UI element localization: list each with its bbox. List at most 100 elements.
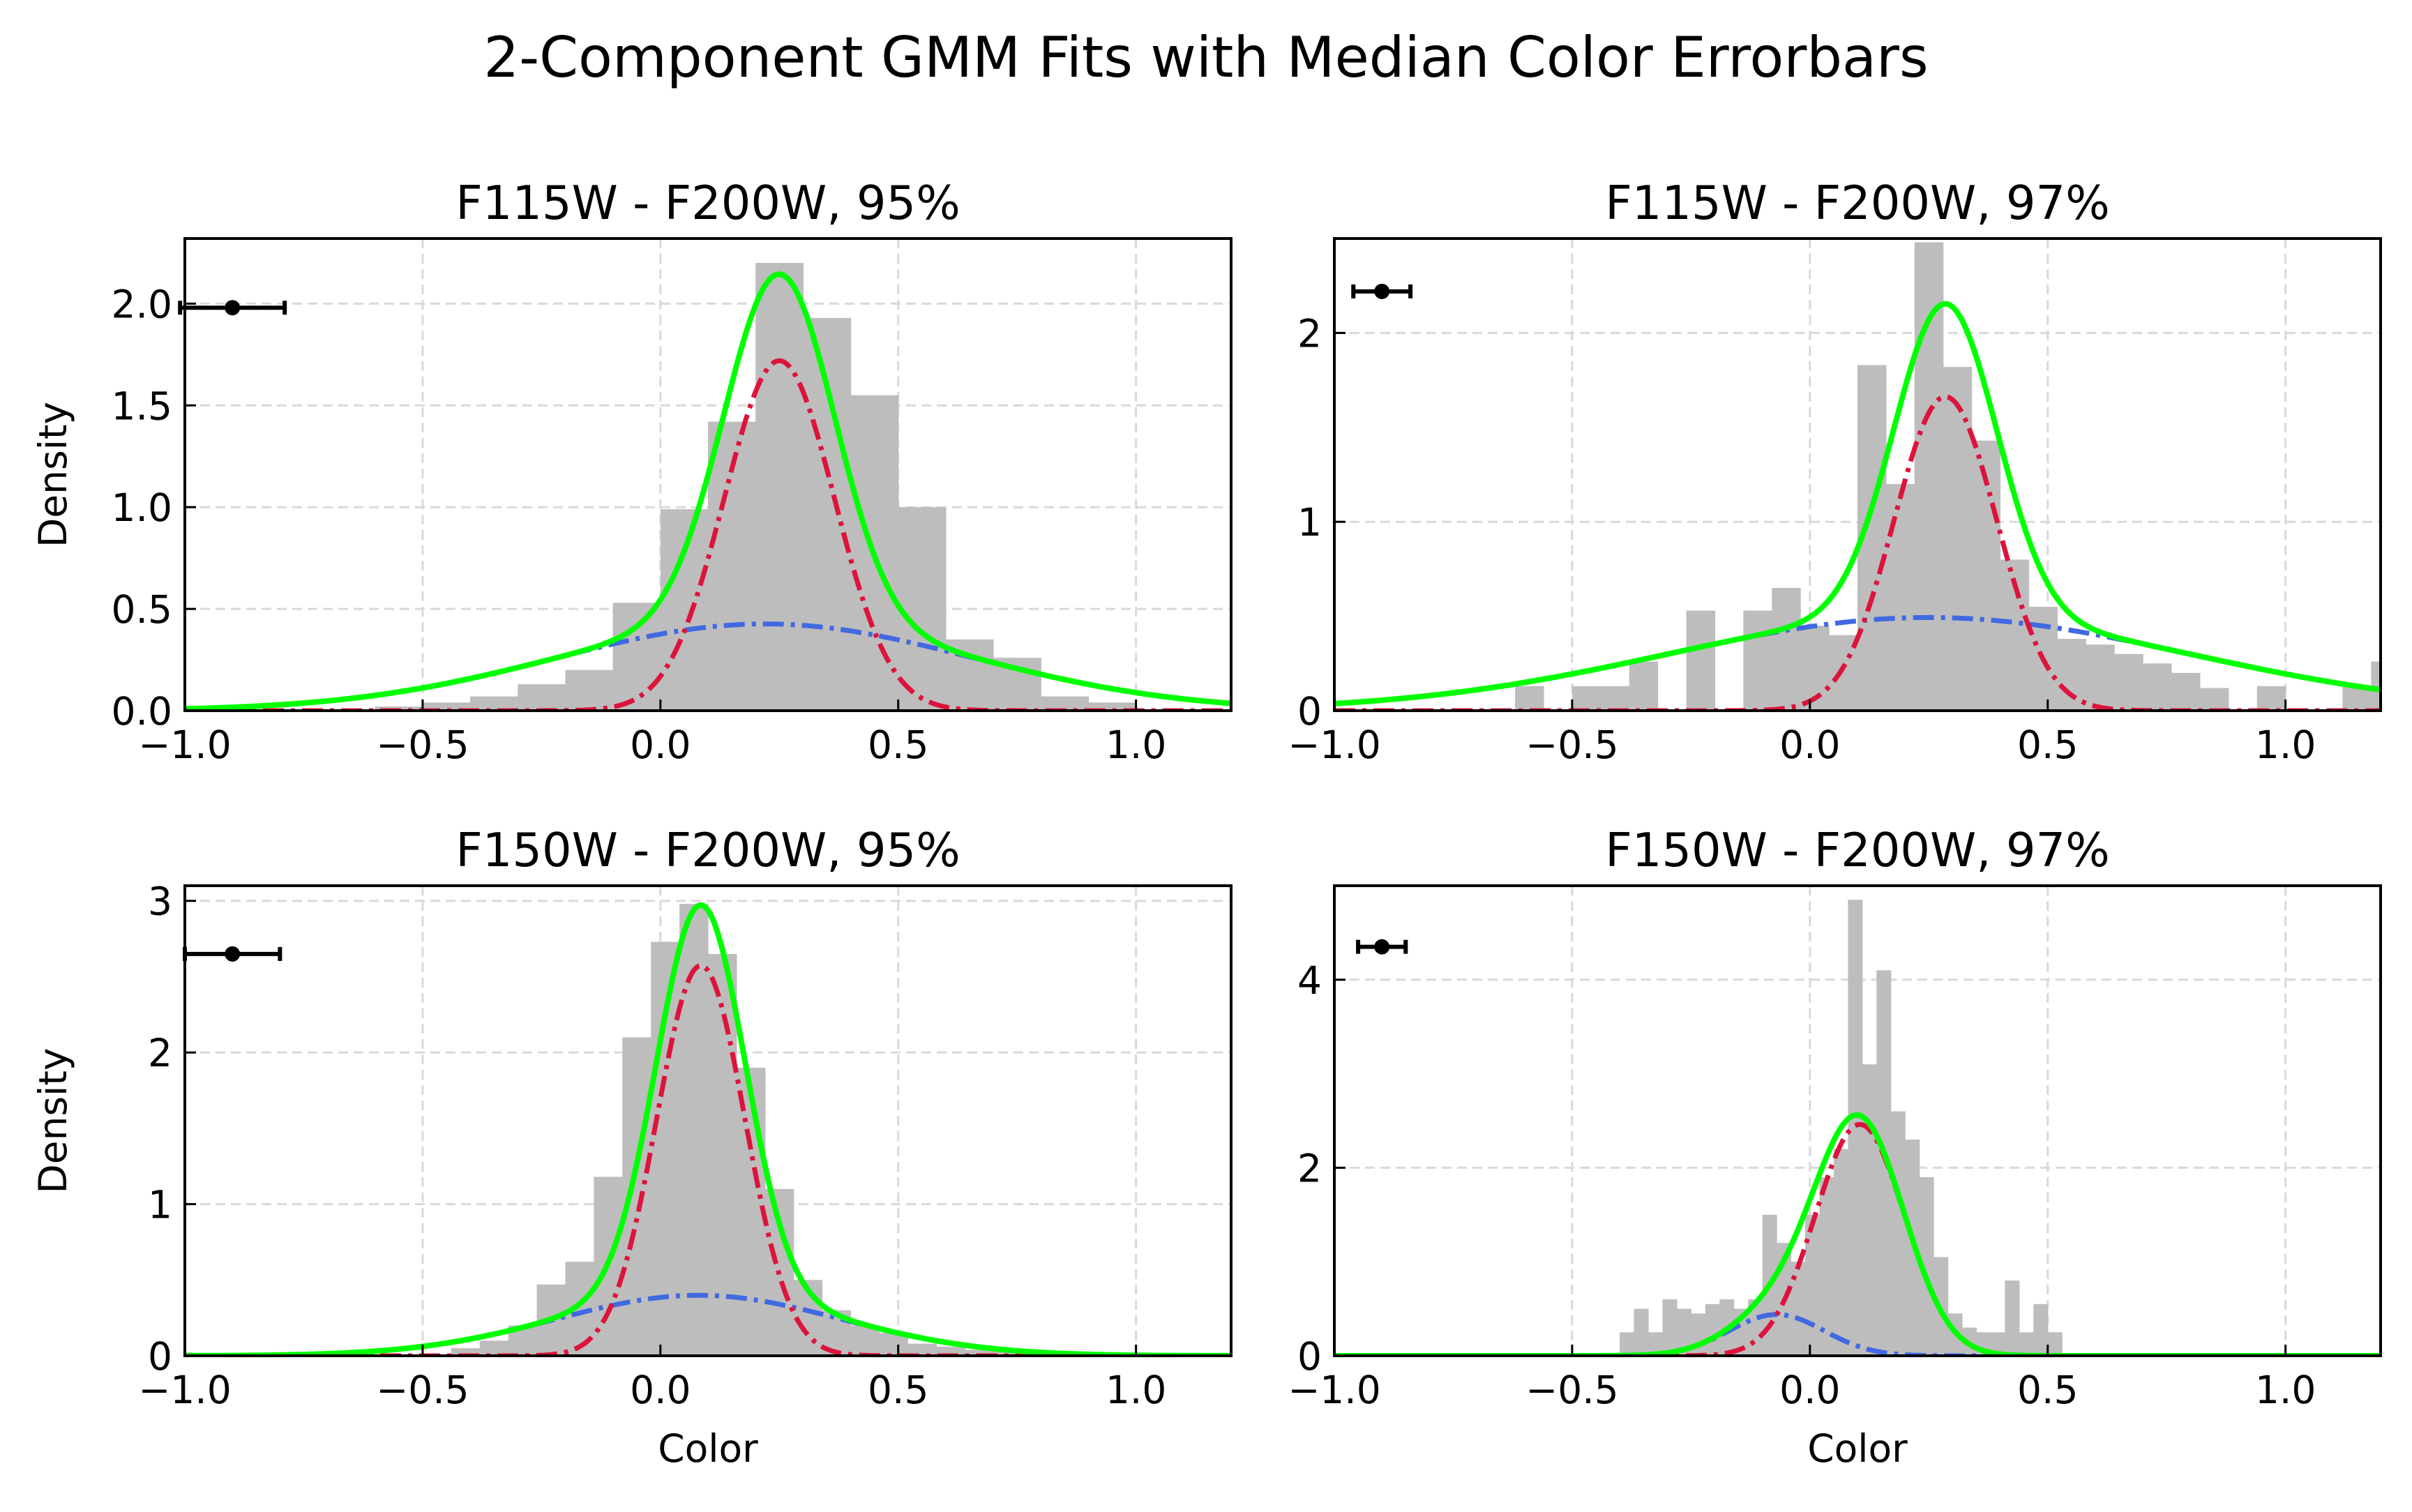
panel-2-hist-bar-0 [1515,686,1544,711]
panel-4-xtick-label-0: −1.0 [1288,1368,1381,1412]
panel-1-hist-bar-2 [470,696,518,711]
panel-1-hist-bar-6 [660,509,709,711]
panel-3-hist-bar-9 [708,953,737,1356]
panel-4-hist-bar-28 [2019,1332,2034,1356]
panel-2-hist-bar-13 [1885,484,1915,711]
panel-2-ytick-label-0: 0 [1297,689,1322,734]
panel-2-hist-bar-26 [2256,686,2286,711]
panel-2-xtick-label-0: −1.0 [1288,723,1381,767]
panel-2-hist-bar-4 [1629,661,1659,711]
panel-2-hist-bar-24 [2199,688,2229,711]
panel-2-narrow-component [1334,394,2381,711]
panel-4-hist-bar-14 [1819,1177,1834,1356]
panel-3-ytick-label-2: 2 [148,1031,172,1075]
panel-2-hist-bar-6 [1686,610,1716,711]
panel-3-frame [183,884,1233,1357]
panel-1-frame [183,237,1233,712]
panel-4-xtick-label-4: 1.0 [2255,1368,2316,1412]
panel-4-hist-bar-2 [1648,1332,1664,1356]
panel-4-ytick-label-1: 2 [1297,1146,1322,1190]
panel-2-total-fit [1334,301,2381,706]
panel-4-hist-bar-15 [1833,1149,1848,1356]
panel-1-errorbar-point [225,300,241,316]
panel-1-ytick-label-1: 0.5 [112,587,172,632]
panel-4-hist-bar-21 [1919,1177,1934,1356]
panel-2-hist-bar-15 [1943,367,1973,711]
panel-2-hist-bar-9 [1772,587,1801,711]
panel-2-ytick-label-1: 1 [1297,500,1322,545]
panel-2-hist-bar-30 [2371,661,2381,711]
panel-4-total-fit [1334,1112,2381,1356]
panel-2-hist-bar-8 [1743,610,1772,711]
panel-4-xlabel: Color [1807,1426,1908,1471]
panel-3-xtick-label-3: 0.5 [868,1368,928,1412]
panel-2-hist-bar-21 [2114,653,2143,711]
panel-1-xtick-label-2: 0.0 [630,723,691,767]
panel-4-hist-bar-1 [1634,1308,1649,1356]
panel-3-hist-bar-18 [965,1350,994,1356]
panel-3-hist-bar-1 [479,1340,509,1356]
panel-2-xtick-label-3: 0.5 [2017,723,2078,767]
panel-3-hist-bar-10 [736,1067,766,1356]
panel-2-xtick-label-1: −0.5 [1525,723,1619,767]
panel-3-ytick-label-3: 3 [148,879,172,924]
panel-3-narrow-component [185,962,1231,1356]
panel-1-ytick-label-3: 1.5 [112,384,172,428]
panel-4-broad-component [1334,1312,2381,1356]
panels: −1.0 −0.5 0.0 0.5 1.0 0.0 0.5 1.0 1.5 2.0 F115W - … [31,176,2382,1471]
panel-2-errorbar [1351,283,1413,299]
panel-4-hist-bar-18 [1876,970,1892,1356]
panel-1-hist-bar-1 [422,702,471,711]
panel-4-hist-bar-16 [1848,900,1863,1356]
panel-1-ylabel: Density [31,402,75,547]
panel-4-xtick-label-3: 0.5 [2017,1368,2078,1412]
panel-2-histogram [1515,242,2381,711]
panel-1-hist-bar-15 [1088,702,1137,711]
panel-2-xtick-label-2: 0.0 [1779,723,1840,767]
panel-4-hist-bar-13 [1805,1214,1821,1356]
panel-1-hist-bar-11 [898,507,947,711]
panel-1-xtick-label-3: 0.5 [868,723,928,767]
panel-4-errorbar [1356,939,1408,955]
panel-2-frame [1333,237,2382,712]
panel-4-ytick-label-2: 4 [1297,958,1322,1003]
panel-4-hist-bar-26 [1990,1332,2005,1356]
panel-1-total-fit [185,271,1231,711]
panel-4-errorbar-point [1374,939,1390,955]
panel-2-hist-bar-2 [1571,686,1601,711]
panel-4-hist-bar-29 [2033,1303,2049,1356]
panel-1-hist-bar-4 [565,670,614,711]
panel-1-histogram [375,263,1137,711]
panel-1-hist-bar-3 [518,684,566,711]
panel-1-errorbar [178,300,287,316]
panel-3-hist-bar-16 [907,1343,937,1356]
panel-2-hist-bar-22 [2143,663,2172,711]
panel-3-ytick-label-0: 0 [148,1334,172,1379]
panel-2-hist-bar-20 [2086,644,2115,711]
panel-3-hist-bar-14 [850,1325,880,1356]
panel-4-histogram [1620,900,2063,1356]
panel-4-xtick-label-2: 0.0 [1779,1368,1840,1412]
panel-1-ytick-label-4: 2.0 [112,282,172,326]
panel-2-hist-bar-3 [1600,686,1630,711]
panel-3-xlabel: Color [658,1426,758,1471]
panel-3-xtick-label-2: 0.0 [630,1368,691,1412]
panel-3-errorbar-point [225,946,241,962]
panel-2-hist-bar-23 [2171,672,2201,711]
panel-3-xtick-label-0: −1.0 [138,1368,232,1412]
panel-4: −1.0 −0.5 0.0 0.5 1.0 0 2 4 F150W - F200W, 97% Co… [1288,823,2382,1471]
panel-4-title: F150W - F200W, 97% [1605,823,2110,877]
panel-1-xtick-label-1: −0.5 [376,723,469,767]
panel-4-hist-bar-12 [1791,1262,1806,1356]
panel-4-narrow-component [1334,1121,2381,1356]
panel-1-hist-bar-5 [612,603,661,711]
panel-1-hist-bar-14 [1041,696,1090,711]
panel-2-ytick-label-2: 2 [1297,311,1322,356]
panel-2-hist-bar-14 [1914,242,1944,711]
panel-4-hist-bar-4 [1676,1308,1691,1356]
panel-1-fits [185,271,1231,711]
panel-3: −1.0 −0.5 0.0 0.5 1.0 0 1 2 3 F150W - F200W, 95% D… [31,823,1233,1471]
panel-4-frame [1333,884,2382,1357]
panel-3-title: F150W - F200W, 95% [455,823,960,877]
panel-1: −1.0 −0.5 0.0 0.5 1.0 0.0 0.5 1.0 1.5 2.0 F115W - … [31,176,1233,767]
